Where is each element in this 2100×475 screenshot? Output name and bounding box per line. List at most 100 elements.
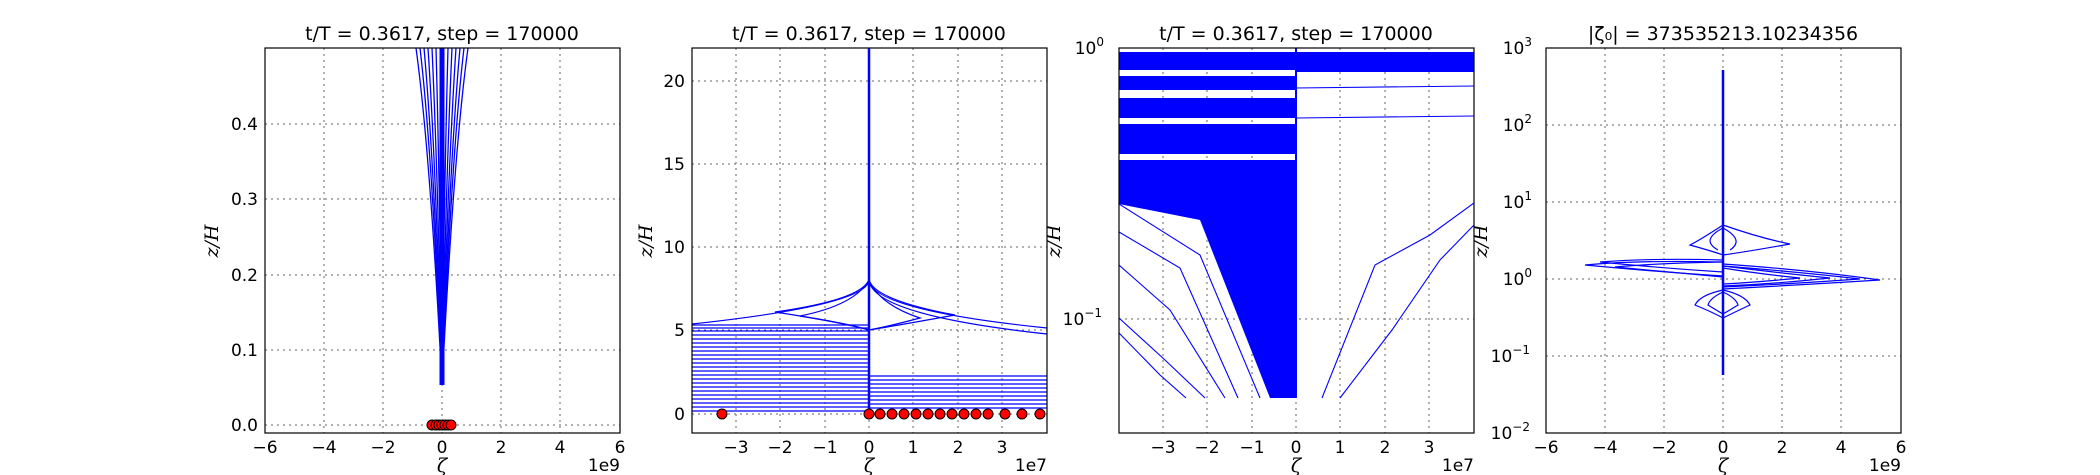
panel-1-markers	[426, 419, 457, 431]
x-tick-label: 2	[953, 438, 964, 458]
panel-1-ylabel: z/H	[201, 224, 223, 258]
y-tick-label: 10−1	[1063, 306, 1102, 330]
y-tick-label: 15	[663, 155, 685, 175]
panel-2-series	[692, 48, 1047, 414]
panel-4-frame	[1545, 47, 1902, 434]
x-tick-label: 3	[997, 438, 1008, 458]
x-tick-label: 1	[1335, 438, 1346, 458]
y-tick-label: 10	[663, 238, 685, 258]
panel-4-series	[1584, 70, 1881, 375]
panel-4-y-ticks: 10−2 10−1 100 101 102 103	[1491, 35, 1532, 444]
marker-point	[886, 408, 898, 420]
y-tick-label: 102	[1503, 112, 1532, 136]
y-tick-label: 100	[1503, 266, 1532, 290]
x-tick-label: 2	[1777, 438, 1788, 458]
panel-4-title: |ζ₀| = 373535213.10234356	[1588, 23, 1858, 45]
marker-point	[863, 408, 875, 420]
y-tick-label: 10−2	[1491, 420, 1530, 444]
panel-4-x-ticks: −6 −4 −2 0 2 4 6	[1533, 438, 1906, 458]
panel-1-frame	[264, 47, 621, 434]
panel-3-x-ticks: −3 −2 −1 0 1 2 3	[1150, 438, 1434, 458]
x-tick-label: 0	[1718, 438, 1729, 458]
panel-2: t/T = 0.3617, step = 170000	[635, 23, 1048, 475]
marker-point	[1016, 408, 1028, 420]
x-tick-label: 3	[1424, 438, 1435, 458]
y-tick-label: 10−1	[1491, 343, 1530, 367]
panel-1-xlabel: ζ	[437, 455, 449, 475]
x-tick-label: 0	[864, 438, 875, 458]
x-tick-label: −2	[370, 438, 395, 458]
marker-point	[958, 408, 970, 420]
panel-2-ylabel: z/H	[635, 224, 657, 258]
marker-point	[982, 408, 994, 420]
panel-3-frame	[1118, 47, 1475, 434]
x-tick-label: 0	[437, 438, 448, 458]
panel-3-title: t/T = 0.3617, step = 170000	[1159, 23, 1433, 45]
x-tick-label: 4	[1836, 438, 1847, 458]
panel-3-series	[1119, 48, 1474, 399]
x-tick-label: 2	[496, 438, 507, 458]
panel-3-y-ticks: 10−1 100	[1063, 35, 1104, 330]
y-tick-label: 100	[1075, 35, 1104, 59]
y-tick-label: 0.3	[231, 190, 258, 210]
x-tick-label: 6	[1896, 438, 1907, 458]
x-tick-label: −2	[1651, 438, 1676, 458]
marker-point	[934, 408, 946, 420]
panel-2-x-offset: 1e7	[1015, 456, 1047, 475]
x-tick-label: −4	[311, 438, 336, 458]
marker-point	[910, 408, 922, 420]
x-tick-label: −3	[1150, 438, 1175, 458]
panel-4-ylabel: z/H	[1470, 224, 1492, 258]
x-tick-label: −4	[1592, 438, 1617, 458]
y-tick-label: 0.1	[231, 341, 258, 361]
panel-2-xlabel: ζ	[864, 455, 876, 475]
y-tick-label: 0.0	[231, 416, 258, 436]
x-tick-label: −1	[1239, 438, 1264, 458]
marker-point	[445, 419, 457, 431]
y-tick-label: 0.2	[231, 266, 258, 286]
y-tick-label: 101	[1503, 189, 1532, 213]
x-tick-label: 6	[615, 438, 626, 458]
panel-1-series	[415, 48, 469, 386]
x-tick-label: −2	[1194, 438, 1219, 458]
y-tick-label: 103	[1503, 35, 1532, 59]
panel-3-ylabel: z/H	[1043, 224, 1065, 258]
panel-2-frame	[691, 47, 1048, 434]
x-tick-label: 1	[908, 438, 919, 458]
y-tick-label: 0	[674, 405, 685, 425]
panel-1-title: t/T = 0.3617, step = 170000	[305, 23, 579, 45]
marker-point	[922, 408, 934, 420]
x-tick-label: −1	[812, 438, 837, 458]
panel-1-x-offset: 1e9	[588, 456, 620, 475]
marker-point	[946, 408, 958, 420]
panel-2-x-ticks: −3 −2 −1 0 1 2 3	[723, 438, 1007, 458]
panel-4: |ζ₀| = 373535213.10234356	[1470, 23, 1906, 475]
y-tick-label: 20	[663, 72, 685, 92]
x-tick-label: 2	[1380, 438, 1391, 458]
marker-point	[874, 408, 886, 420]
panel-2-y-ticks: 0 5 10 15 20	[663, 72, 685, 425]
y-tick-label: 0.4	[231, 115, 258, 135]
panel-1: t/T = 0.3617, step = 170000 0.00.1 0.20.…	[201, 23, 625, 475]
x-tick-label: −6	[1533, 438, 1558, 458]
panel-4-xlabel: ζ	[1718, 455, 1730, 475]
x-tick-label: 4	[555, 438, 566, 458]
y-tick-label: 5	[674, 321, 685, 341]
x-tick-label: −2	[767, 438, 792, 458]
marker-point	[898, 408, 910, 420]
panel-3-x-offset: 1e7	[1442, 456, 1474, 475]
panel-3-xlabel: ζ	[1291, 455, 1303, 475]
marker-point	[999, 408, 1011, 420]
panel-2-title: t/T = 0.3617, step = 170000	[732, 23, 1006, 45]
panel-4-x-offset: 1e9	[1869, 456, 1901, 475]
marker-point	[970, 408, 982, 420]
x-tick-label: 0	[1291, 438, 1302, 458]
panel-1-y-ticks: 0.0 0.1 0.2 0.3 0.4	[231, 115, 258, 436]
panel-3: t/T = 0.3617, step = 170000	[1043, 23, 1475, 475]
marker-point	[1034, 408, 1046, 420]
x-tick-label: −3	[723, 438, 748, 458]
x-tick-label: −6	[252, 438, 277, 458]
marker-point	[716, 408, 728, 420]
panel-2-markers	[716, 408, 1046, 420]
